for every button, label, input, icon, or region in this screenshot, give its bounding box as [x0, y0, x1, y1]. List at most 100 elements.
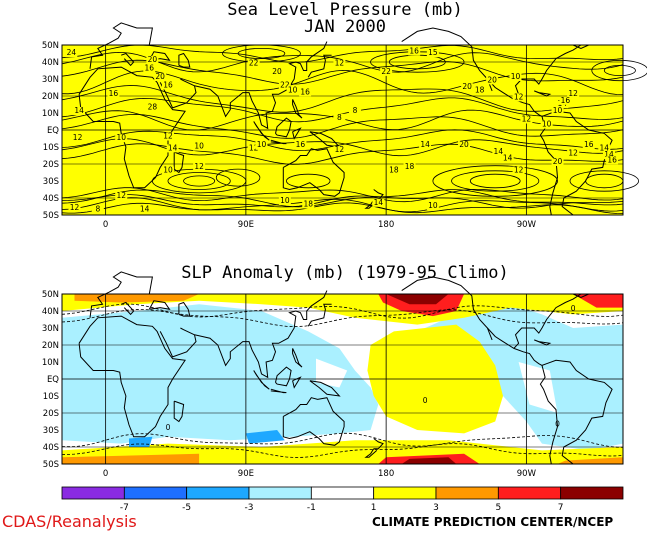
contour-label: 12: [568, 89, 578, 98]
lat-tick-label: 10S: [43, 392, 59, 402]
coastline: [309, 380, 341, 397]
pressure-cell: [183, 175, 216, 187]
contour-label: 20: [148, 55, 158, 64]
contour-label-bg: [333, 146, 346, 155]
contour-label: 14: [74, 106, 84, 115]
contour-label: 10: [163, 166, 173, 175]
lat-tick-label: 50S: [43, 460, 59, 470]
contour-label: 10: [116, 133, 126, 142]
contour-label-bg: [551, 107, 564, 115]
lat-tick-label: 20S: [43, 409, 59, 419]
contour-label: 16: [163, 81, 173, 90]
colorbar-swatch: [435, 486, 499, 500]
contour-label: 10: [288, 86, 298, 95]
contour-label: 12: [514, 166, 524, 175]
lat-tick-label: 30S: [43, 177, 59, 187]
coastline: [253, 121, 270, 141]
anomaly-region-strong-positive: [557, 457, 623, 464]
pressure-cell: [591, 59, 647, 82]
anomaly-region-positive: [62, 294, 623, 325]
slp-gridlines: [62, 45, 623, 215]
contour-label: 10: [280, 196, 290, 205]
isobar: [61, 138, 624, 157]
coastline: [572, 44, 589, 49]
contour-label: 14: [140, 205, 150, 214]
contour-label-bg: [271, 67, 284, 76]
contour-label-bg: [115, 134, 128, 143]
contour-label: 18: [405, 162, 415, 171]
coastline: [541, 359, 613, 465]
coastline: [364, 448, 378, 458]
contour-label-bg: [247, 59, 260, 68]
anomaly-contour: [61, 432, 624, 448]
anomaly-gridlines: [62, 294, 623, 464]
coastline: [178, 52, 191, 68]
pressure-cell: [451, 170, 540, 192]
anomaly-contour: [61, 308, 624, 328]
contour-label: 16: [144, 64, 154, 73]
lon-tick-label: 180: [378, 220, 394, 230]
contour-label-bg: [154, 73, 167, 81]
contour-label-bg: [387, 166, 400, 175]
contour-label: 10: [194, 142, 204, 151]
contour-label: 20: [272, 67, 282, 76]
contour-label-bg: [403, 163, 416, 172]
anomaly-region-extreme-positive: [386, 294, 449, 305]
slp-lat-labels: 50N 40N 30N 20N 10N EQ 10S 20S 30S 40S 50S: [42, 41, 59, 221]
contour-label-bg: [278, 197, 291, 206]
contour-label-bg: [602, 151, 615, 160]
coastline: [194, 41, 328, 130]
lon-tick-label: 180: [378, 469, 394, 479]
pressure-cell: [603, 65, 636, 77]
contour-label-bg: [559, 96, 572, 105]
anomaly-contour-label: 0: [166, 423, 171, 432]
anomaly-region-strong-positive: [62, 453, 200, 464]
colorbar-tick-label: 1: [371, 503, 377, 513]
anomaly-map-group: 0 0 0 0 50N 40N 30N 20N 10N EQ 10S 20S 30S 40S 50S 0 9…: [42, 271, 624, 479]
coastline: [486, 327, 493, 341]
coastline: [292, 348, 303, 368]
anomaly-region-positive: [62, 440, 623, 464]
coastline: [148, 300, 171, 311]
contour-label-bg: [461, 83, 474, 92]
contour-label: 8: [353, 106, 358, 115]
colorbar-tick-label: -3: [245, 503, 254, 513]
colorbar-tick-label: 3: [433, 503, 439, 513]
contour-label: 10: [257, 140, 267, 149]
isobar: [61, 69, 624, 95]
coastline: [373, 438, 384, 450]
contour-label-bg: [582, 141, 595, 149]
contour-label-bg: [91, 205, 104, 214]
coastline: [270, 139, 287, 145]
contour-label-bg: [426, 202, 439, 211]
contour-label-bg: [286, 86, 299, 95]
contour-label: 16: [607, 155, 617, 164]
anomaly-region-strong-negative: [129, 436, 153, 447]
contour-label: 12: [335, 58, 345, 67]
anomaly-region-extreme-positive: [401, 457, 457, 464]
contour-label: 22: [381, 67, 391, 76]
contour-label-bg: [193, 142, 206, 151]
lon-tick-label: 0: [103, 220, 108, 230]
lat-tick-label: 40N: [42, 58, 59, 68]
contour-label-bg: [302, 200, 315, 209]
contour-label-bg: [512, 166, 525, 175]
contour-label-bg: [161, 81, 174, 90]
lat-tick-label: 30N: [42, 75, 59, 85]
contour-label: 18: [389, 166, 399, 175]
contour-label-bg: [115, 192, 128, 200]
coastline: [173, 151, 185, 174]
contour-label-bg: [458, 141, 471, 149]
contour-label: 12: [514, 92, 524, 101]
contour-label: 14: [420, 140, 430, 149]
contour-label: 16: [584, 140, 594, 149]
coastline: [253, 370, 270, 390]
pressure-cell: [237, 48, 286, 60]
contour-label: 14: [600, 143, 610, 152]
contour-label: 8: [95, 205, 100, 214]
anomaly-contour: [61, 443, 624, 458]
contour-label: 16: [296, 140, 306, 149]
contour-label-bg: [512, 93, 525, 102]
coastline: [78, 315, 186, 438]
